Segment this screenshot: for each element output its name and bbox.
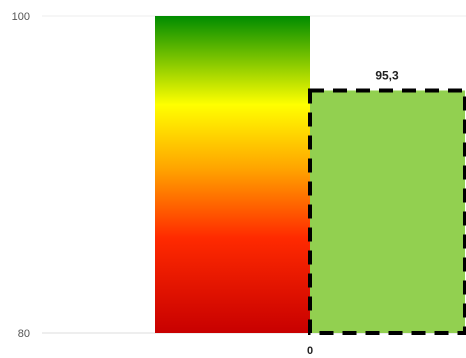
color-scale-bar	[155, 16, 310, 333]
x-tick-label: 0	[307, 345, 313, 357]
value-bar	[308, 88, 466, 336]
y-tick-label-top: 100	[12, 11, 30, 23]
y-tick-label-bottom: 80	[18, 328, 30, 340]
value-data-label: 95,3	[375, 68, 399, 82]
